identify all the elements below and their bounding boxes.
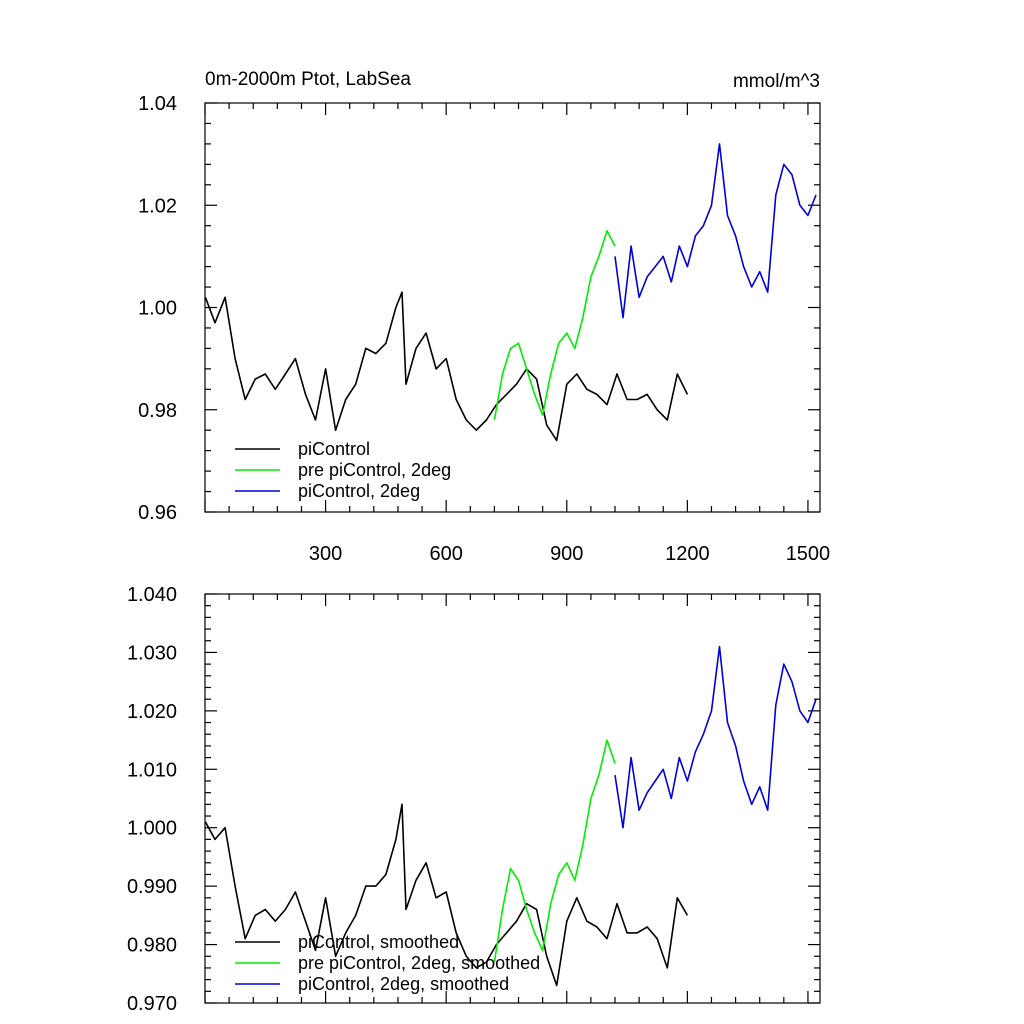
legend-label-0: piControl, smoothed [298, 932, 459, 952]
y-tick-label: 1.04 [138, 93, 177, 115]
legend-label-2: piControl, 2deg [298, 481, 420, 501]
y-tick-label: 0.96 [138, 502, 177, 524]
y-tick-label: 1.010 [127, 759, 177, 781]
plot-frame [204, 593, 821, 1004]
series-line-2 [614, 143, 817, 319]
y-tick-label: 0.980 [127, 935, 177, 957]
top-panel: 300 600 900 1200 1500 0.96 0.98 1.00 1.02 1.04 0m-… [138, 69, 830, 565]
y-tick-label: 1.020 [127, 701, 177, 723]
y-tick-label: 0.98 [138, 400, 177, 422]
bottom-panel: 0.970 0.980 0.990 1.000 1.010 1.020 1.030 1.040… [127, 584, 821, 1015]
y-tick-label: 0.970 [127, 993, 177, 1015]
series-line-0 [204, 291, 689, 442]
y-tick-label: 1.02 [138, 195, 177, 217]
units-label: mmol/m^3 [733, 71, 820, 92]
y-tick-label: 0.990 [127, 876, 177, 898]
x-tick-label: 1500 [786, 543, 831, 565]
legend-label-1: pre piControl, 2deg [298, 460, 451, 480]
y-tick-label: 1.000 [127, 818, 177, 840]
legend-label-1: pre piControl, 2deg, smoothed [298, 953, 540, 973]
series-line-0 [204, 803, 689, 987]
legend-label-0: piControl [298, 439, 370, 459]
legend-label-2: piControl, 2deg, smoothed [298, 974, 509, 994]
series-line-2 [614, 645, 817, 829]
x-tick-label: 900 [550, 543, 583, 565]
y-tick-label: 1.030 [127, 642, 177, 664]
y-tick-label: 1.00 [138, 298, 177, 320]
x-tick-label: 600 [429, 543, 462, 565]
series-line-1 [493, 230, 616, 421]
y-tick-label: 1.040 [127, 584, 177, 606]
chart-title: 0m-2000m Ptot, LabSea [205, 69, 411, 90]
x-tick-label: 300 [309, 543, 342, 565]
series-line-1 [493, 739, 616, 963]
x-tick-label: 1200 [665, 543, 710, 565]
